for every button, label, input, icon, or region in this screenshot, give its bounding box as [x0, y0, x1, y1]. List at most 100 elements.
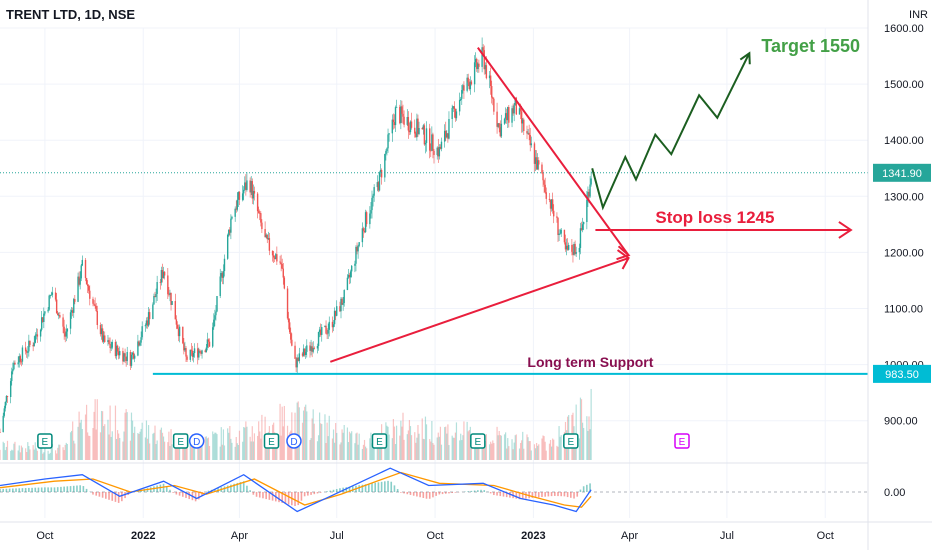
volume-bar — [408, 420, 411, 460]
volume-bar — [370, 432, 372, 460]
candle-body — [401, 106, 403, 114]
volume-bar — [304, 406, 306, 460]
candle-body — [64, 333, 66, 337]
candle-body — [436, 147, 438, 155]
macd-histogram-bar — [47, 487, 49, 492]
candle-body — [572, 251, 574, 255]
volume-bar — [364, 446, 367, 460]
volume-bar — [77, 426, 79, 460]
volume-bar — [526, 434, 528, 460]
volume-bar — [351, 431, 353, 460]
volume-bar — [583, 427, 585, 460]
candle-body — [364, 212, 367, 233]
candle-body — [298, 353, 301, 361]
volume-bar — [36, 450, 39, 460]
volume-bar — [139, 431, 141, 460]
volume-bar — [513, 442, 515, 460]
candle-body — [301, 353, 304, 356]
macd-histogram-bar — [101, 492, 104, 498]
upper-trendline — [477, 47, 630, 256]
macd-histogram-bar — [339, 488, 341, 492]
volume-bar — [212, 431, 214, 460]
volume-bar — [245, 421, 247, 460]
candle-body — [50, 294, 53, 296]
event-marker-label: D — [290, 437, 297, 448]
earnings-marker-shape — [674, 433, 690, 449]
volume-bar — [455, 422, 458, 460]
volume-bar — [369, 438, 371, 460]
volume-bar — [40, 445, 42, 460]
volume-bar — [6, 440, 9, 460]
volume-bar — [252, 441, 254, 460]
volume-bar — [54, 450, 57, 460]
candle-body — [556, 216, 558, 218]
volume-bar — [223, 445, 226, 460]
last-price-tag-bg — [873, 163, 931, 182]
volume-bar — [71, 430, 73, 460]
candle-body — [423, 125, 426, 145]
macd-histogram-bar — [60, 486, 62, 492]
volume-bar — [556, 445, 558, 460]
price-tick-label: 1300.00 — [884, 191, 924, 203]
volume-bar — [11, 449, 13, 460]
volume-bar — [79, 422, 81, 460]
volume-bar — [543, 436, 545, 460]
macd-histogram-bar — [159, 484, 162, 492]
candle-body — [152, 304, 154, 320]
candle-body — [213, 319, 215, 328]
candle-body — [580, 228, 583, 230]
target-arrowhead — [739, 51, 751, 65]
candle-body — [80, 265, 82, 279]
candle-body — [429, 128, 431, 151]
candle-body — [108, 340, 110, 344]
volume-bar — [47, 450, 49, 460]
time-tick-label: Jul — [330, 530, 344, 542]
volume-bar — [29, 449, 31, 460]
candle-body — [280, 262, 282, 265]
candle-body — [65, 331, 67, 337]
macd-histogram-bar — [15, 488, 17, 492]
volume-bar — [358, 433, 360, 460]
candle-body — [544, 184, 546, 193]
price-tick-label: 1400.00 — [884, 135, 924, 147]
candle-body — [125, 356, 127, 362]
candle-body — [92, 298, 94, 304]
volume-bar — [392, 419, 394, 460]
candle-body — [447, 133, 449, 139]
candle-body — [473, 62, 476, 85]
macd-histogram-bar — [37, 487, 40, 492]
volume-bar — [478, 439, 480, 460]
candle-body — [589, 184, 591, 197]
candle-body — [3, 408, 5, 416]
volume-bar — [14, 441, 16, 460]
volume-bar — [93, 411, 95, 460]
candle-body — [84, 259, 87, 279]
volume-bar — [528, 441, 530, 460]
target-path — [591, 52, 751, 211]
candle-body — [159, 282, 162, 283]
volume-bar — [116, 430, 119, 460]
candle-body — [550, 199, 553, 209]
macd-histogram-bar — [18, 488, 21, 492]
volume-bar — [12, 450, 14, 460]
candle-body — [155, 293, 157, 298]
candle-body — [14, 362, 16, 365]
candle-body — [347, 274, 350, 278]
candle-body — [74, 299, 76, 302]
macd-histogram-bar — [249, 490, 251, 492]
volume-bar — [341, 429, 343, 460]
candle-body — [17, 362, 19, 365]
macd-histogram-bar — [98, 492, 101, 497]
volume-bar — [265, 442, 267, 460]
volume-bar — [536, 442, 538, 460]
macd-histogram-bar — [428, 492, 431, 499]
macd-histogram-bar — [310, 492, 312, 495]
macd-histogram-bar — [169, 489, 171, 492]
candle-body — [380, 169, 383, 178]
volume-bar — [221, 444, 223, 460]
dividend-marker-shape — [188, 433, 205, 449]
macd-histogram-bar — [351, 486, 354, 492]
volume-bar — [421, 418, 423, 460]
volume-bar — [328, 415, 330, 460]
candle-body — [260, 213, 262, 223]
